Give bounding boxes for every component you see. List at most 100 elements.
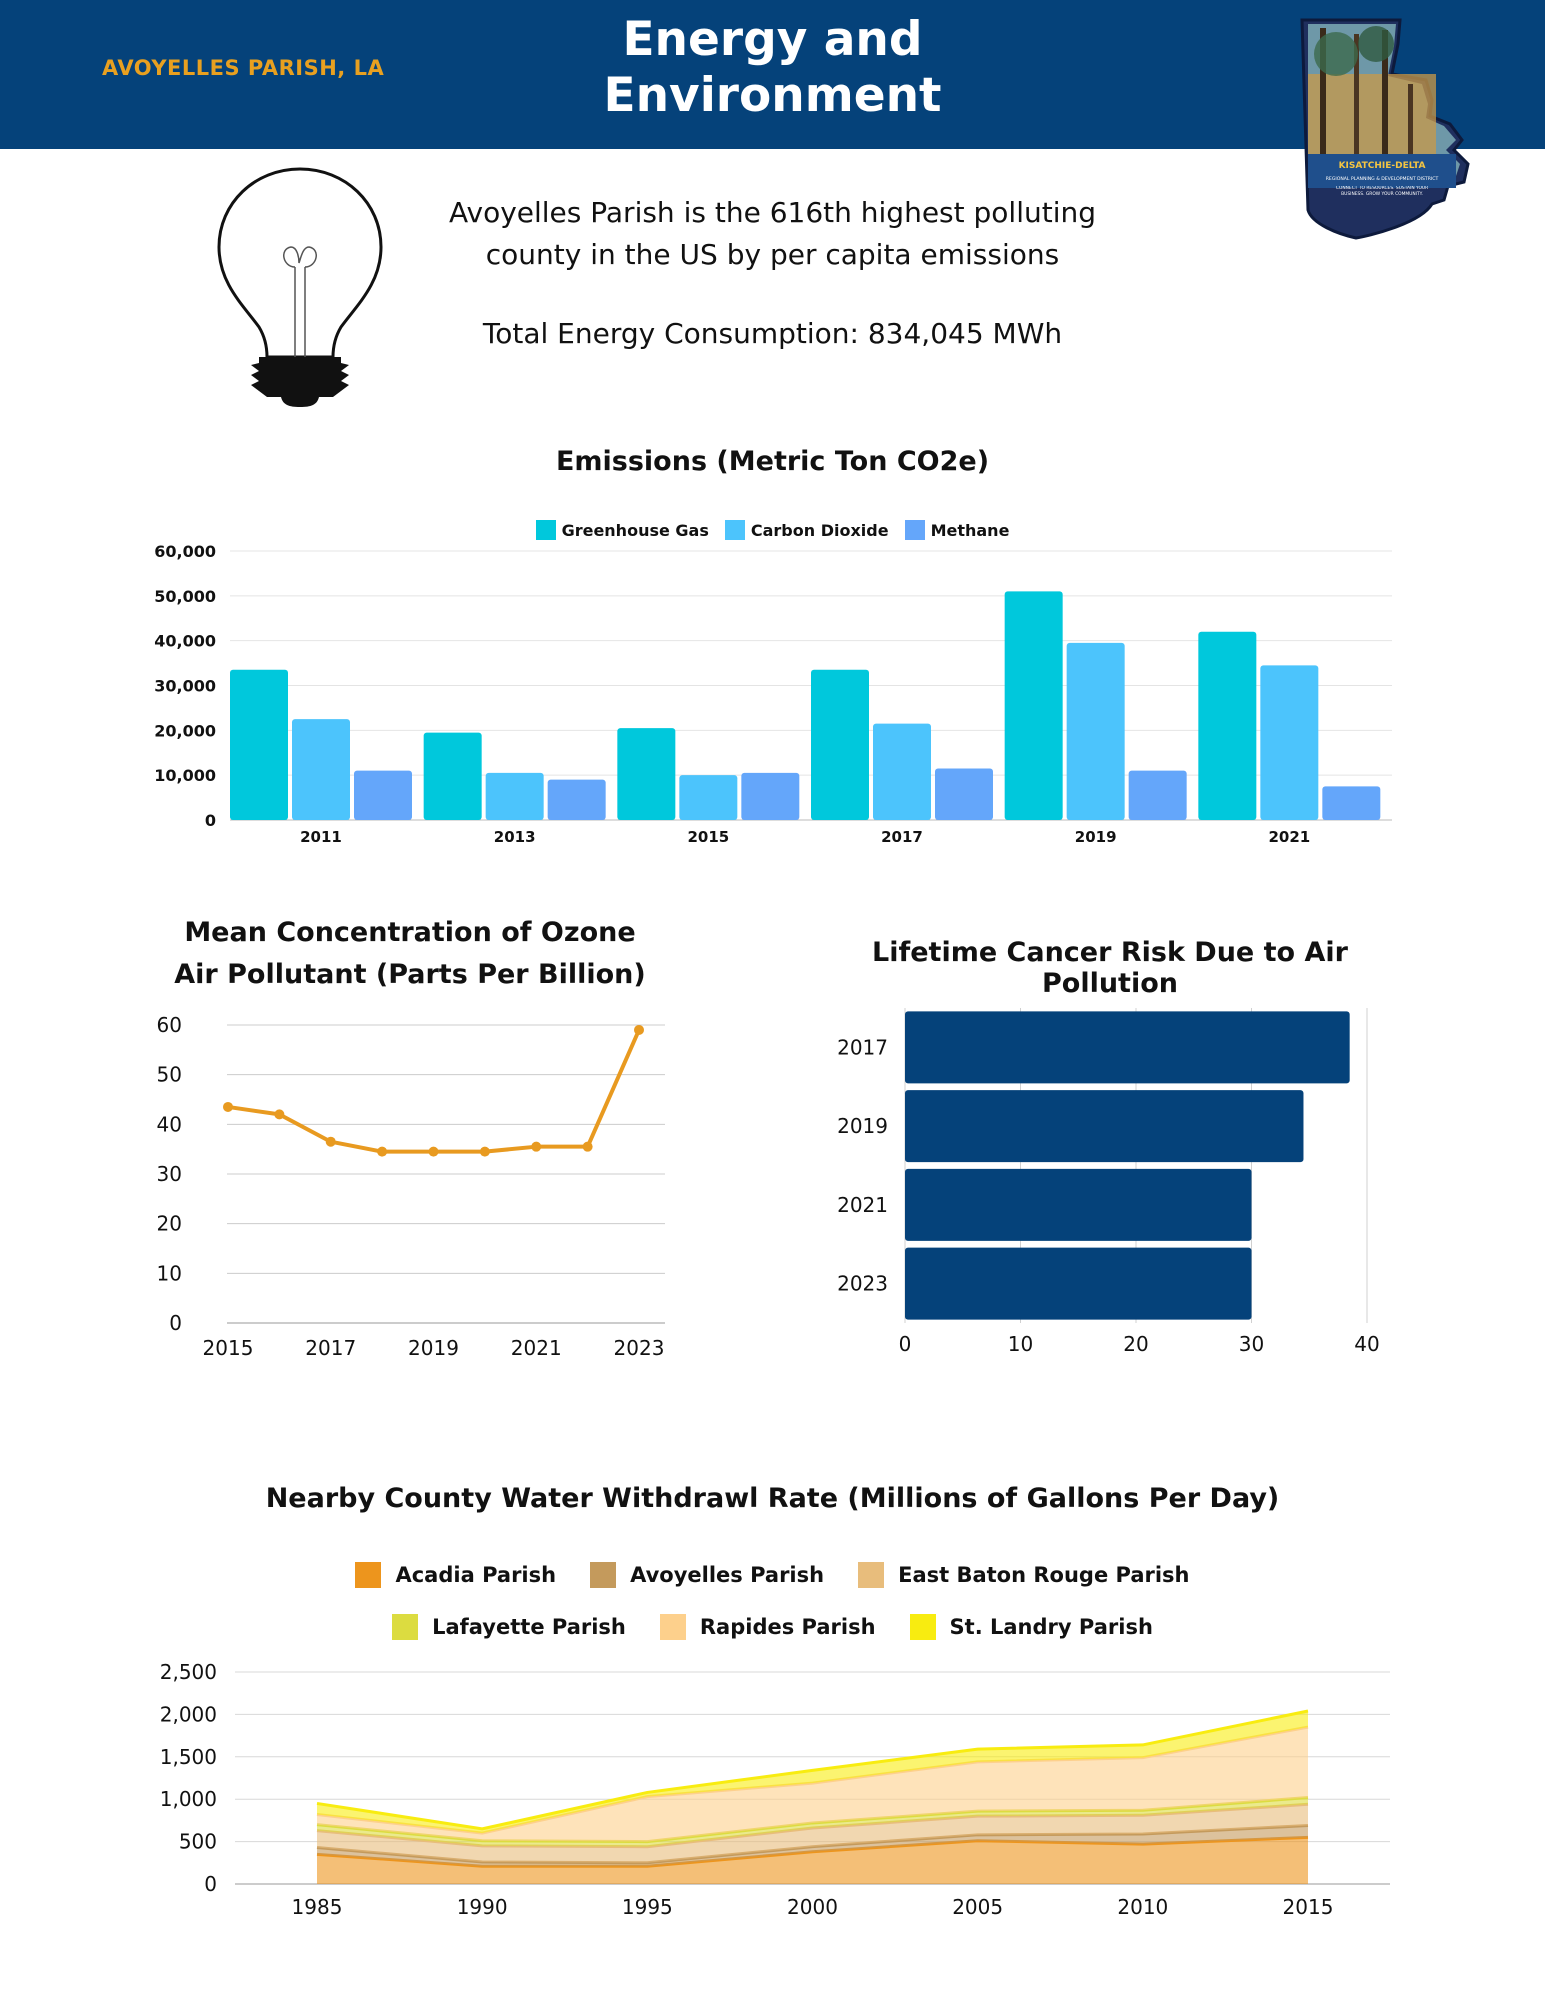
page-header: AVOYELLES PARISH, LA Energy and Environm…: [0, 0, 1545, 149]
legend-label: Rapides Parish: [699, 1615, 876, 1639]
logo-subtext: REGIONAL PLANNING & DEVELOPMENT DISTRICT: [1326, 176, 1439, 182]
series-line: [227, 1029, 641, 1154]
data-point: [582, 1141, 593, 1152]
x-tick-label: 2015: [687, 828, 729, 846]
emissions-chart-title: Emissions (Metric Ton CO2e): [555, 446, 990, 477]
ranking-line1: Avoyelles Parish is the 616th highest po…: [448, 196, 1096, 229]
legend-swatch: [904, 520, 925, 540]
legend-swatch: [590, 1562, 617, 1588]
bar: [354, 770, 412, 820]
y-tick-label: 30,000: [154, 677, 216, 696]
legend-label: Acadia Parish: [395, 1563, 557, 1587]
x-tick-label: 2021: [511, 1336, 562, 1360]
page-title-line2: Environment: [603, 68, 942, 123]
x-tick-label: 2019: [408, 1336, 459, 1360]
legend-label: East Baton Rouge Parish: [898, 1563, 1190, 1587]
area-band: [317, 1804, 1308, 1863]
legend-item: St. Landry Parish: [909, 1614, 1153, 1640]
data-point: [634, 1024, 644, 1035]
legend-label: St. Landry Parish: [949, 1615, 1153, 1639]
legend-item: East Baton Rouge Parish: [858, 1562, 1190, 1588]
legend-label: Lafayette Parish: [432, 1615, 626, 1639]
x-tick-label: 20: [1123, 1332, 1148, 1356]
y-tick-label: 0: [204, 1872, 217, 1896]
page-title-line1: Energy and: [622, 12, 923, 67]
bar: [935, 768, 993, 820]
light-bulb-icon: [217, 167, 383, 407]
legend-label: Carbon Dioxide: [750, 520, 889, 540]
ozone-chart-title: Mean Concentration of Ozone Air Pollutan…: [170, 912, 650, 996]
y-tick-label: 60: [157, 1013, 182, 1037]
logo-text: KISATCHIE-DELTA: [1339, 161, 1426, 171]
bar: [1198, 631, 1257, 820]
y-tick-label: 1,500: [160, 1745, 217, 1769]
x-tick-label: 40: [1354, 1332, 1379, 1356]
y-tick-label: 2017: [837, 1035, 888, 1059]
bar: [741, 772, 800, 820]
x-tick-label: 10: [1008, 1332, 1033, 1356]
legend-swatch: [659, 1614, 686, 1640]
y-tick-label: 50: [157, 1063, 182, 1087]
bar: [679, 775, 738, 820]
emissions-chart: 0 10,000 20,000 30,000 40,000 50,000 60,000 201…: [154, 542, 1392, 846]
legend-label: Methane: [930, 520, 1010, 540]
legend-swatch: [535, 520, 556, 540]
bar: [905, 1168, 1252, 1241]
data-point: [325, 1136, 336, 1147]
x-tick-label: 1990: [457, 1895, 508, 1919]
x-tick-label: 1985: [292, 1895, 343, 1919]
legend-swatch: [392, 1614, 419, 1640]
y-tick-label: 0: [169, 1311, 182, 1335]
legend-item: Lafayette Parish: [392, 1614, 626, 1640]
bar: [1128, 770, 1187, 820]
y-tick-label: 10,000: [154, 766, 216, 785]
bar: [1066, 642, 1125, 820]
x-tick-label: 2023: [614, 1336, 665, 1360]
x-tick-label: 2015: [203, 1336, 254, 1360]
y-tick-label: 40: [157, 1112, 182, 1136]
bar: [230, 669, 288, 820]
legend-label: Greenhouse Gas: [561, 520, 709, 540]
legend-item: Carbon Dioxide: [724, 520, 889, 540]
y-tick-label: 50,000: [154, 587, 216, 606]
data-point: [531, 1141, 542, 1152]
x-tick-label: 2000: [787, 1895, 838, 1919]
legend-item: Methane: [904, 520, 1010, 540]
x-tick-label: 2017: [305, 1336, 356, 1360]
intro-block: Avoyelles Parish is the 616th highest po…: [400, 192, 1145, 355]
x-tick-label: 2015: [1283, 1895, 1334, 1919]
y-tick-label: 0: [205, 811, 216, 830]
data-point: [479, 1146, 490, 1157]
y-tick-label: 2,500: [160, 1660, 217, 1684]
legend-item: Greenhouse Gas: [535, 520, 709, 540]
y-tick-label: 20,000: [154, 721, 216, 740]
y-tick-label: 2023: [837, 1272, 888, 1296]
y-tick-label: 2019: [837, 1114, 888, 1138]
x-tick-label: 2013: [494, 828, 536, 846]
water-chart: 0 500 1,000 1,500 2,000 2,500 1985 1990 1995 2000…: [160, 1660, 1390, 1919]
y-tick-label: 2,000: [160, 1702, 217, 1726]
y-tick-label: 30: [157, 1162, 182, 1186]
x-tick-label: 2005: [952, 1895, 1003, 1919]
bar: [905, 1090, 1304, 1163]
bar: [811, 669, 869, 820]
y-tick-label: 500: [179, 1830, 217, 1854]
data-point: [274, 1109, 285, 1120]
data-point: [428, 1146, 439, 1157]
ranking-line2: county in the US by per capita emissions: [485, 238, 1060, 271]
location-label: AVOYELLES PARISH, LA: [102, 56, 385, 80]
bar: [547, 779, 606, 820]
legend-item: Acadia Parish: [355, 1562, 556, 1588]
bar: [905, 1247, 1252, 1320]
water-legend: Acadia Parish Avoyelles Parish East Baton …: [240, 1562, 1305, 1640]
bar: [1004, 591, 1063, 820]
ozone-chart-title-line1: Mean Concentration of Ozone: [184, 917, 636, 948]
y-tick-label: 60,000: [154, 542, 216, 561]
legend-item: Rapides Parish: [659, 1614, 876, 1640]
y-tick-label: 1,000: [160, 1787, 217, 1811]
bar: [873, 723, 931, 820]
emissions-legend: Greenhouse Gas Carbon Dioxide Methane: [400, 520, 1145, 540]
y-tick-label: 40,000: [154, 632, 216, 651]
legend-swatch: [355, 1562, 382, 1588]
page-title: Energy and Environment: [560, 12, 985, 124]
